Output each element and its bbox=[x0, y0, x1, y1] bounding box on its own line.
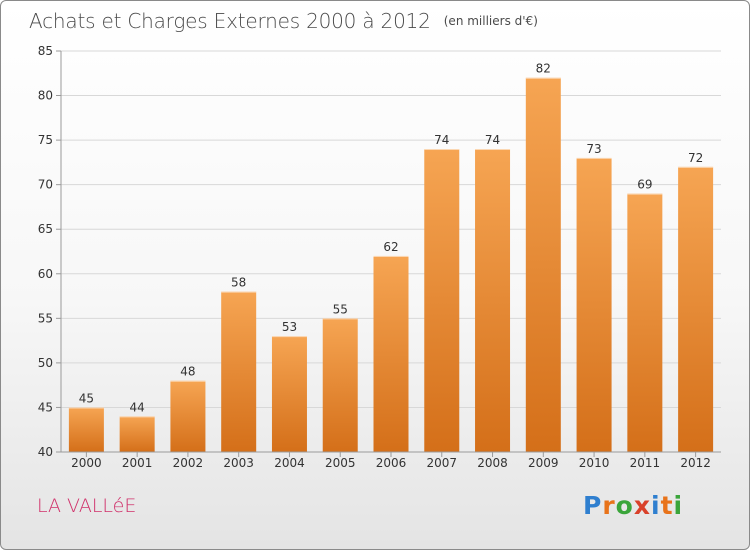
x-tick-label: 2005 bbox=[325, 456, 356, 470]
bar bbox=[221, 291, 257, 452]
proxiti-logo: Proxiti bbox=[583, 491, 683, 520]
y-tick-label: 75 bbox=[38, 133, 53, 147]
bar-value-label: 45 bbox=[79, 391, 94, 405]
bar bbox=[271, 336, 307, 452]
logo-letter: t bbox=[660, 491, 674, 520]
bar-value-label: 74 bbox=[434, 133, 449, 147]
y-tick-label: 45 bbox=[38, 400, 53, 414]
bar bbox=[627, 193, 663, 453]
bar bbox=[678, 166, 714, 452]
x-tick-label: 2011 bbox=[630, 456, 661, 470]
bar bbox=[424, 149, 460, 452]
bar bbox=[322, 318, 358, 452]
logo-letter: i bbox=[651, 491, 661, 520]
logo-letter: o bbox=[615, 491, 634, 520]
logo-letter: x bbox=[633, 491, 651, 520]
bars: 45 44 48 58 53 55 62 74 74 82 73 69 72 bbox=[68, 62, 714, 453]
bar bbox=[119, 416, 155, 452]
x-tick-label: 2010 bbox=[579, 456, 610, 470]
y-tick-label: 65 bbox=[38, 222, 53, 236]
chart-unit: (en milliers d'€) bbox=[443, 14, 538, 28]
y-tick-label: 40 bbox=[38, 445, 53, 459]
bar-value-label: 48 bbox=[180, 365, 195, 379]
x-tick-label: 2012 bbox=[680, 456, 711, 470]
bar-value-label: 53 bbox=[282, 320, 297, 334]
x-tick-label: 2003 bbox=[223, 456, 254, 470]
x-tick-label: 2002 bbox=[173, 456, 204, 470]
x-tick-label: 2009 bbox=[528, 456, 559, 470]
logo-letter: P bbox=[583, 491, 603, 520]
x-tick-label: 2007 bbox=[426, 456, 457, 470]
x-tick-label: 2000 bbox=[71, 456, 102, 470]
bar bbox=[525, 77, 561, 452]
bar bbox=[576, 157, 612, 452]
chart-title-block: Achats et Charges Externes 2000 à 2012 (… bbox=[29, 9, 538, 33]
bar-value-label: 58 bbox=[231, 276, 246, 290]
bar bbox=[170, 380, 206, 452]
y-tick-label: 85 bbox=[38, 44, 53, 58]
axes: 40 45 50 55 60 65 70 75 80 85 2000 2001 2002 2003 2004… bbox=[38, 44, 721, 470]
y-tick-label: 50 bbox=[38, 356, 53, 370]
bar-value-label: 74 bbox=[485, 133, 500, 147]
x-tick-label: 2001 bbox=[122, 456, 153, 470]
y-tick-label: 80 bbox=[38, 89, 53, 103]
bar bbox=[475, 149, 511, 452]
x-tick-label: 2008 bbox=[477, 456, 508, 470]
logo-letter: i bbox=[673, 491, 684, 520]
bar-value-label: 69 bbox=[637, 178, 652, 192]
bar-value-label: 55 bbox=[333, 302, 348, 316]
y-tick-label: 70 bbox=[38, 178, 53, 192]
bar-value-label: 82 bbox=[536, 62, 551, 76]
bar bbox=[373, 255, 409, 452]
bar-value-label: 72 bbox=[688, 151, 703, 165]
chart-title: Achats et Charges Externes 2000 à 2012 bbox=[29, 9, 431, 33]
x-tick-label: 2004 bbox=[274, 456, 305, 470]
x-tick-label: 2006 bbox=[376, 456, 407, 470]
y-tick-label: 55 bbox=[38, 311, 53, 325]
bar-value-label: 44 bbox=[130, 400, 145, 414]
bar bbox=[68, 407, 104, 452]
y-tick-label: 60 bbox=[38, 267, 53, 281]
bar-value-label: 73 bbox=[586, 142, 601, 156]
place-name: LA VALLéE bbox=[37, 495, 137, 517]
logo-letter: r bbox=[602, 491, 616, 520]
bar-value-label: 62 bbox=[383, 240, 398, 254]
